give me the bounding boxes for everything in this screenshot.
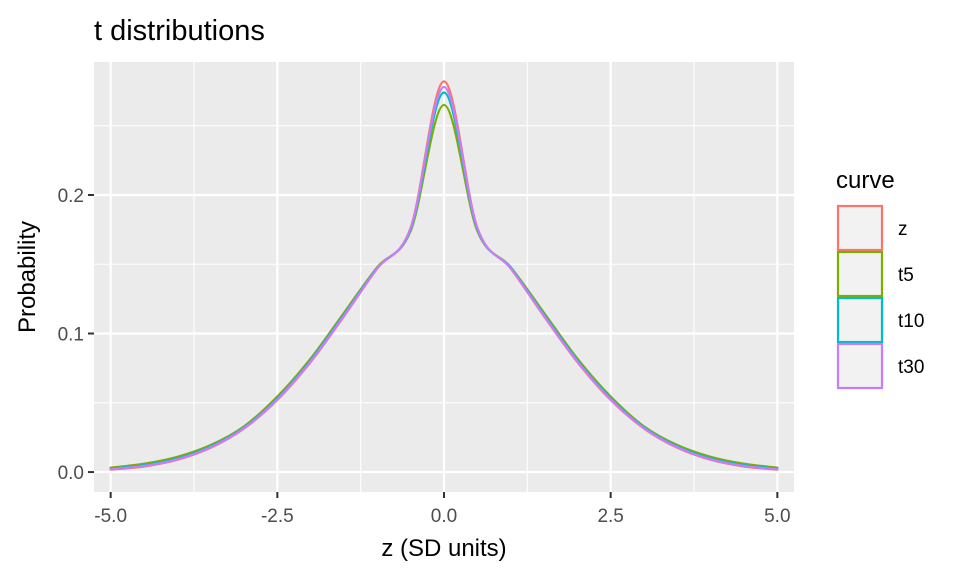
legend-label-t5: t5 — [898, 265, 914, 286]
legend-key-z — [836, 204, 884, 252]
x-tick-label: 0.0 — [431, 506, 457, 527]
x-tick-label: 5.0 — [764, 506, 790, 527]
legend-label-z: z — [898, 219, 908, 240]
y-tick-label: 0.0 — [58, 463, 84, 484]
grid-lines — [94, 62, 794, 492]
legend-key-t5 — [836, 250, 884, 298]
legend-label-t30: t30 — [898, 357, 924, 378]
x-tick-label: -5.0 — [94, 506, 127, 527]
y-tick-label: 0.2 — [58, 186, 84, 207]
legend-key-t30 — [836, 342, 884, 390]
y-axis-label: Probability — [14, 221, 41, 333]
legend: curve z t5 t10 t30 — [836, 167, 924, 390]
x-axis-label: z (SD units) — [381, 535, 506, 562]
axes: -5.0 -2.5 0.0 2.5 5.0 0.0 0.1 0.2 — [58, 186, 791, 527]
chart-title: t distributions — [94, 15, 265, 47]
legend-key-t10 — [836, 296, 884, 344]
x-tick-label: -2.5 — [261, 506, 294, 527]
series-lines — [109, 80, 779, 471]
legend-title: curve — [836, 167, 895, 194]
y-tick-label: 0.1 — [58, 325, 84, 346]
x-tick-label: 2.5 — [597, 506, 623, 527]
legend-label-t10: t10 — [898, 311, 924, 332]
series-line-t30 — [109, 85, 779, 471]
